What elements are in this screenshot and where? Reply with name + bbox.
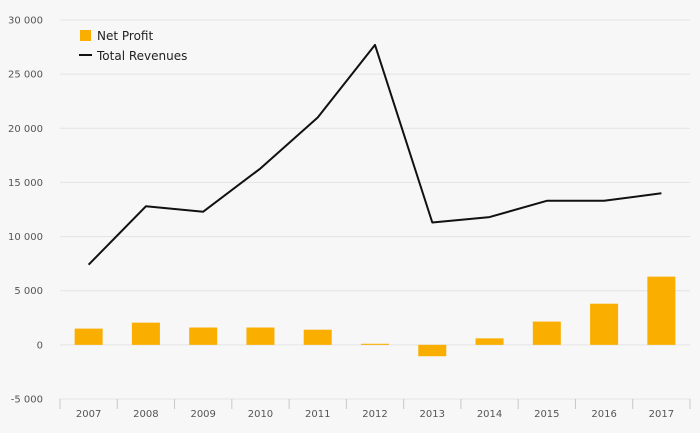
gridlines	[60, 19, 690, 400]
x-tick-label: 2016	[591, 409, 616, 420]
y-tick-label: 0	[37, 340, 43, 351]
y-axis: -5 000 0 5 000 10 000 15 000 20 000 25 000 30 0…	[8, 16, 43, 406]
x-tick-label: 2015	[534, 409, 559, 420]
x-tick-label: 2007	[76, 409, 101, 420]
total-revenues-line	[87, 43, 662, 266]
bar-net-profit	[189, 327, 218, 345]
x-tick-label: 2011	[305, 409, 330, 420]
x-tick-label: 2008	[133, 409, 158, 420]
bar-net-profit	[647, 276, 676, 345]
bar-net-profit	[532, 321, 561, 345]
x-tick-label: 2013	[420, 409, 445, 420]
legend: Net Profit Total Revenues	[79, 29, 187, 63]
legend-swatch-net-profit	[80, 30, 91, 41]
x-tick-label: 2017	[649, 409, 674, 420]
y-tick-label: 10 000	[8, 232, 43, 243]
bar-net-profit	[590, 303, 619, 345]
y-tick-label: 15 000	[8, 178, 43, 189]
x-tick-label: 2009	[190, 409, 215, 420]
bar-net-profit	[418, 344, 447, 357]
x-axis: 2007 2008 2009 2010 2011 2012 2013 2014 2015 2016…	[59, 399, 691, 420]
legend-label-net-profit: Net Profit	[97, 29, 153, 43]
bar-net-profit	[74, 328, 103, 345]
y-tick-label: 25 000	[8, 70, 43, 81]
bar-net-profit	[303, 329, 332, 345]
net-profit-bars	[74, 276, 676, 357]
bar-net-profit	[131, 322, 160, 345]
x-tick-label: 2014	[477, 409, 502, 420]
bar-net-profit	[361, 343, 389, 345]
bar-net-profit	[475, 338, 504, 345]
y-tick-label: -5 000	[11, 395, 43, 406]
y-tick-label: 5 000	[14, 286, 43, 297]
y-tick-label: 30 000	[8, 16, 43, 27]
x-tick-label: 2010	[248, 409, 273, 420]
x-tick-label: 2012	[362, 409, 387, 420]
bar-net-profit	[246, 327, 275, 345]
y-tick-label: 20 000	[8, 124, 43, 135]
legend-label-total-revenues: Total Revenues	[96, 49, 187, 63]
